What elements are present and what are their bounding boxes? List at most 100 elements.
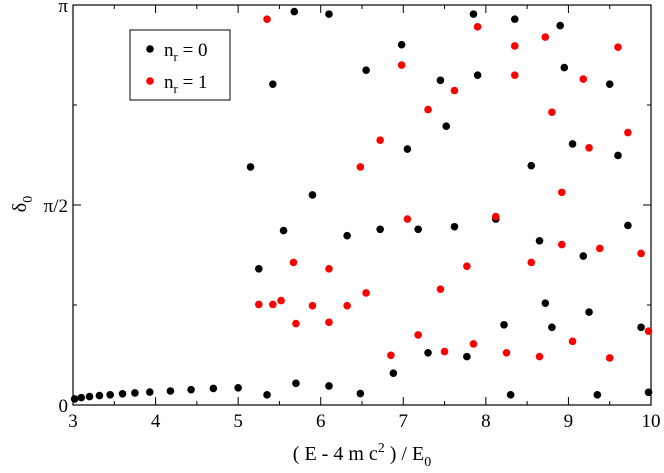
- point-nr0: [624, 221, 632, 230]
- point-nr0: [209, 384, 218, 393]
- point-nr0: [389, 369, 398, 377]
- x-tick-label: 7: [399, 411, 409, 432]
- point-nr1: [362, 289, 370, 297]
- point-nr0: [118, 389, 127, 398]
- legend-marker-nr1: [146, 77, 154, 85]
- legend-box: [129, 29, 231, 101]
- point-nr0: [131, 389, 139, 397]
- point-nr0: [500, 320, 508, 329]
- y-axis-label: δ0: [9, 196, 36, 212]
- point-nr0: [535, 236, 544, 245]
- point-nr1: [343, 301, 351, 310]
- point-nr0: [579, 252, 588, 260]
- point-nr0: [166, 387, 175, 395]
- point-nr1: [473, 23, 482, 31]
- point-nr0: [614, 151, 622, 160]
- point-nr0: [585, 308, 593, 316]
- point-nr1: [356, 163, 365, 171]
- point-nr0: [506, 391, 515, 399]
- point-nr1: [614, 43, 622, 52]
- point-nr0: [450, 222, 459, 231]
- point-nr1: [289, 258, 298, 267]
- point-nr1: [527, 258, 536, 267]
- point-nr0: [376, 225, 384, 234]
- y-tick-label: π/2: [44, 196, 68, 217]
- point-nr0: [234, 384, 242, 392]
- point-nr0: [145, 388, 154, 396]
- point-nr0: [560, 63, 569, 72]
- point-nr1: [403, 215, 412, 223]
- point-nr1: [414, 331, 422, 339]
- point-nr0: [187, 385, 195, 394]
- point-nr1: [397, 61, 406, 69]
- point-nr0: [469, 10, 478, 18]
- point-nr1: [644, 327, 653, 335]
- point-nr1: [325, 264, 333, 273]
- point-nr0: [424, 348, 432, 357]
- point-nr0: [325, 382, 333, 390]
- point-nr0: [548, 323, 556, 332]
- point-nr0: [279, 226, 288, 235]
- legend-label-nr0: nr = 0: [164, 40, 208, 64]
- point-nr1: [269, 300, 277, 309]
- point-nr1: [325, 318, 333, 327]
- point-nr1: [568, 337, 577, 346]
- point-nr1: [308, 301, 317, 310]
- point-nr1: [254, 300, 263, 309]
- point-nr0: [269, 80, 277, 88]
- point-nr1: [491, 212, 500, 221]
- point-nr0: [637, 323, 645, 332]
- point-nr1: [502, 348, 511, 357]
- point-nr1: [558, 240, 566, 249]
- point-nr0: [605, 80, 614, 88]
- point-nr1: [277, 296, 285, 305]
- y-tick-label: π: [58, 0, 68, 17]
- point-nr0: [527, 161, 536, 170]
- point-nr1: [376, 136, 384, 144]
- legend-marker-nr0: [146, 45, 154, 53]
- point-nr0: [263, 391, 271, 399]
- point-nr0: [325, 10, 333, 18]
- point-nr0: [77, 393, 86, 402]
- point-nr1: [450, 86, 459, 95]
- point-nr1: [548, 108, 556, 116]
- point-nr1: [596, 244, 604, 253]
- point-nr0: [292, 379, 300, 388]
- point-nr1: [263, 15, 271, 24]
- point-nr1: [292, 319, 300, 328]
- point-nr0: [403, 145, 412, 153]
- point-nr1: [637, 249, 645, 258]
- point-nr0: [106, 391, 114, 399]
- point-nr0: [593, 391, 602, 399]
- x-axis: 3 4 5 6 7 8 9 10: [68, 5, 661, 432]
- legend-label-nr1: nr = 1: [164, 72, 208, 96]
- data-points: [70, 7, 653, 403]
- point-nr1: [605, 354, 614, 362]
- point-nr0: [436, 76, 445, 85]
- point-nr0: [473, 71, 482, 80]
- y-tick-label: 0: [59, 396, 69, 417]
- x-tick-label: 4: [151, 411, 161, 432]
- point-nr1: [510, 42, 519, 50]
- point-nr0: [463, 352, 471, 361]
- point-nr0: [246, 163, 255, 171]
- legend: nr = 0 nr = 1: [129, 29, 231, 101]
- point-nr0: [70, 395, 79, 403]
- x-tick-label: 5: [233, 411, 243, 432]
- point-nr0: [290, 7, 299, 16]
- point-nr1: [535, 352, 544, 361]
- point-nr1: [585, 144, 593, 152]
- x-tick-label: 6: [316, 411, 326, 432]
- x-tick-label: 9: [564, 411, 574, 432]
- point-nr0: [362, 66, 370, 74]
- point-nr0: [254, 264, 263, 273]
- x-tick-label: 3: [68, 411, 78, 432]
- point-nr0: [541, 299, 550, 307]
- point-nr0: [644, 388, 653, 397]
- point-nr1: [510, 71, 519, 80]
- x-axis-label: ( E - 4 m c2 ) / E0: [293, 441, 431, 470]
- point-nr1: [558, 188, 566, 197]
- point-nr0: [95, 391, 104, 400]
- point-nr1: [624, 128, 632, 137]
- point-nr1: [541, 33, 550, 41]
